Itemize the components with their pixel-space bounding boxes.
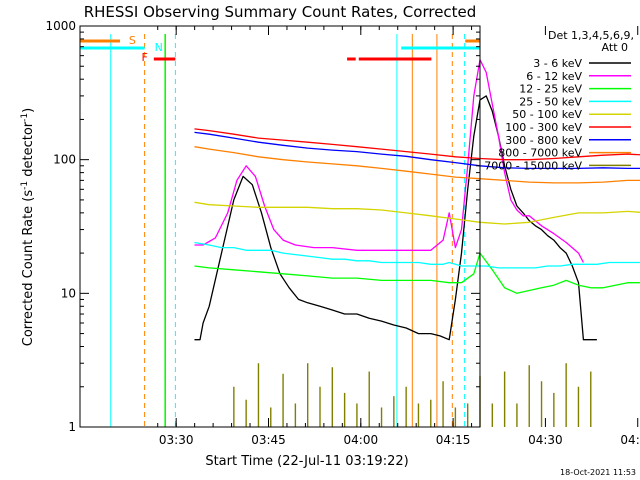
series-line-0 — [194, 95, 597, 341]
x-tick-label: 04:30 — [528, 433, 563, 447]
x-tick-label: 03:30 — [159, 433, 194, 447]
legend-label: 6 - 12 keV — [526, 70, 582, 83]
legend-label: 800 - 7000 keV — [498, 147, 582, 160]
legend-label: 300 - 800 keV — [505, 134, 582, 147]
legend-label: 25 - 50 keV — [519, 95, 582, 108]
series-line-7 — [194, 146, 640, 184]
axes: 1 10 100 1000 03:30 03:45 04:00 04:15 04:30 04:45 — [45, 19, 640, 447]
x-tick-label: 03:45 — [251, 433, 286, 447]
series-line-4 — [194, 201, 640, 225]
series-line-1 — [194, 59, 584, 263]
y-axis-label-part3: ) — [21, 108, 36, 113]
plot-frame — [79, 25, 481, 428]
y-tick-label: 100 — [53, 153, 76, 167]
legend-label: 12 - 25 keV — [519, 83, 582, 96]
y-axis-label: Corrected Count Rate (s-1 detector-1) — [20, 108, 36, 346]
series-line-2 — [194, 252, 640, 294]
series-layer: S NF — [80, 34, 640, 427]
y-axis-label-sup2: -1 — [20, 113, 30, 122]
x-tick-label: 04:45 — [620, 433, 640, 447]
series-line-5 — [194, 128, 640, 161]
x-tick-label: 04:15 — [436, 433, 471, 447]
flag-label-S: S — [129, 34, 136, 47]
legend-label: 50 - 100 keV — [512, 108, 582, 121]
y-axis-label-part1: Corrected Count Rate (s — [21, 190, 36, 347]
series-line-3 — [194, 241, 640, 269]
y-tick-label: 10 — [61, 286, 76, 300]
y-axis-label-part2: detector — [21, 121, 36, 181]
series-line-6 — [194, 131, 640, 170]
y-axis-label-sup1: -1 — [20, 181, 30, 190]
y-tick-label: 1000 — [45, 19, 76, 33]
legend-header-detectors: Det 1,3,4,5,6,9, — [548, 29, 634, 42]
legend-header-attenuator: Att 0 — [602, 41, 628, 54]
legend-label: 7000 - 15000 keV — [484, 159, 582, 172]
flag-label-F: F — [141, 51, 147, 64]
flag-label-N: N — [155, 41, 163, 54]
legend-label: 3 - 6 keV — [533, 57, 582, 70]
legend-label: 100 - 300 keV — [505, 121, 582, 134]
chart-title: RHESSI Observing Summary Count Rates, Co… — [84, 3, 477, 21]
x-tick-label: 04:00 — [344, 433, 379, 447]
y-tick-label: 1 — [68, 420, 76, 434]
x-axis-label: Start Time (22-Jul-11 03:19:22) — [205, 454, 408, 469]
footer-timestamp: 18-Oct-2021 11:53 — [560, 468, 636, 477]
